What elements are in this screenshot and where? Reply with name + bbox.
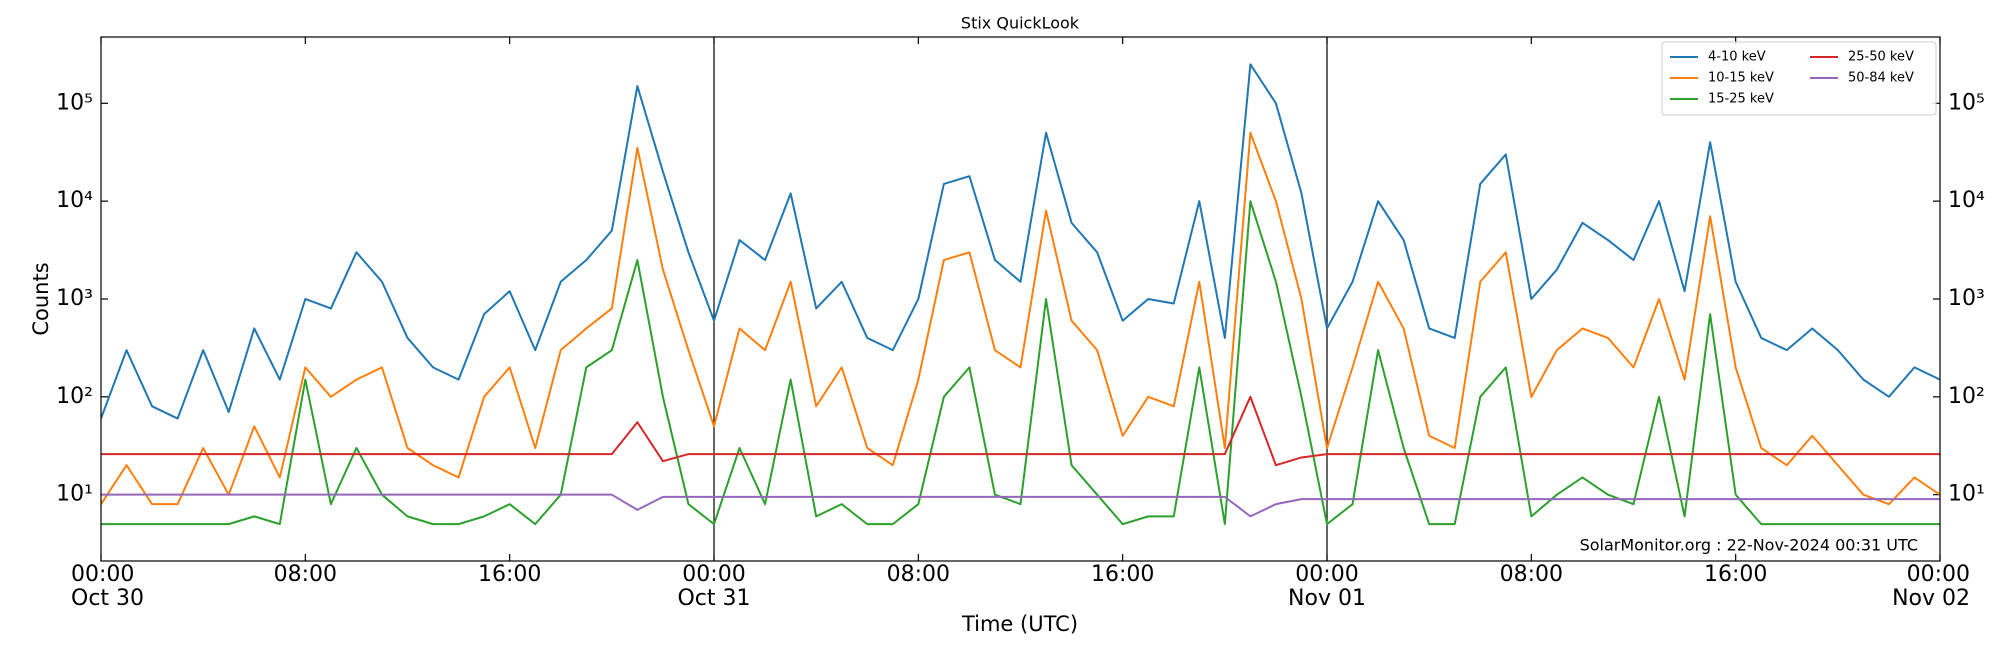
x-axis-label: Time (UTC) <box>961 612 1078 636</box>
y-tick-label: 10¹ <box>56 482 93 507</box>
plot-area <box>101 63 1940 526</box>
y2-tick-label: 10⁴ <box>1948 188 1985 213</box>
x-tick-label: 00:00 Nov 01 <box>1288 562 1366 611</box>
series-line <box>101 131 1940 506</box>
y2-tick-label: 10¹ <box>1948 482 1985 507</box>
series-line <box>101 63 1940 420</box>
x-tick-label: 08:00 <box>887 562 950 587</box>
legend: 4-10 keV 10-15 keV 15-25 keV 25-50 keV 50-84… <box>1661 41 1937 116</box>
legend-label: 4-10 keV <box>1708 50 1766 65</box>
y-tick-label: 10⁴ <box>56 188 93 213</box>
y2-tick-label: 10⁵ <box>1948 90 1985 115</box>
x-tick-label: 16:00 <box>1704 562 1767 587</box>
y-tick-label: 10² <box>56 384 93 409</box>
x-tick-label: 16:00 <box>1091 562 1154 587</box>
legend-label: 25-50 keV <box>1848 50 1914 65</box>
x-tick-label: 08:00 <box>1500 562 1563 587</box>
y2-tick-label: 10³ <box>1948 286 1985 311</box>
y-tick-label: 10³ <box>56 286 93 311</box>
legend-label: 50-84 keV <box>1848 71 1914 86</box>
series-line <box>101 200 1940 526</box>
series-line <box>101 395 1940 467</box>
x-tick-label: 08:00 <box>274 562 337 587</box>
y-axis-label: Counts <box>29 262 53 335</box>
legend-label: 10-15 keV <box>1708 71 1774 86</box>
x-tick-label: 00:00 Oct 31 <box>677 562 750 611</box>
x-tick-label: 00:00 Oct 30 <box>71 562 144 611</box>
chart-title: Stix QuickLook <box>961 14 1080 33</box>
series-line <box>101 493 1940 518</box>
legend-label: 15-25 keV <box>1708 92 1774 107</box>
x-tick-label: 16:00 <box>478 562 541 587</box>
plot-frame <box>100 36 1941 562</box>
annotation: SolarMonitor.org : 22-Nov-2024 00:31 UTC <box>1580 536 1918 555</box>
y-tick-label: 10⁵ <box>56 90 93 115</box>
y2-tick-label: 10² <box>1948 384 1985 409</box>
x-tick-label: 00:00 Nov 02 <box>1892 562 1970 611</box>
legend-box <box>1661 41 1937 116</box>
